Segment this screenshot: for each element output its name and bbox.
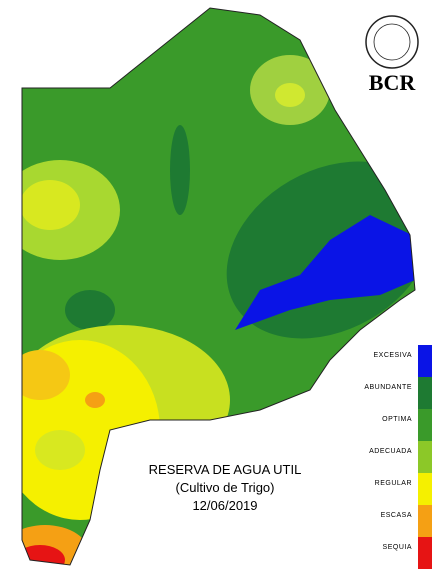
legend-swatch: [418, 505, 432, 537]
logo-text: BCR: [369, 70, 417, 95]
legend-swatch: [418, 345, 432, 377]
legend-swatch: [418, 537, 432, 569]
legend-swatch: [418, 441, 432, 473]
legend-swatch: [418, 473, 432, 505]
province-outline: [21, 7, 416, 566]
logo-seal-inner: [373, 23, 411, 61]
legend-label: OPTIMA: [382, 416, 412, 423]
legend: EXCESIVA ABUNDANTE OPTIMA ADECUADA REGULAR ES…: [364, 345, 432, 569]
logo-seal: [365, 15, 419, 69]
date: 12/06/2019: [192, 498, 257, 513]
legend-label: ADECUADA: [369, 448, 412, 455]
legend-label: ESCASA: [381, 512, 412, 519]
legend-label: REGULAR: [375, 480, 412, 487]
legend-label: EXCESIVA: [374, 352, 413, 359]
title: RESERVA DE AGUA UTIL: [149, 462, 302, 477]
legend-label: ABUNDANTE: [364, 384, 412, 391]
logo: BCR: [365, 15, 419, 95]
legend-swatch: [418, 377, 432, 409]
legend-swatch: [418, 409, 432, 441]
legend-label: SEQUIA: [383, 544, 412, 551]
subtitle: (Cultivo de Trigo): [176, 480, 275, 495]
